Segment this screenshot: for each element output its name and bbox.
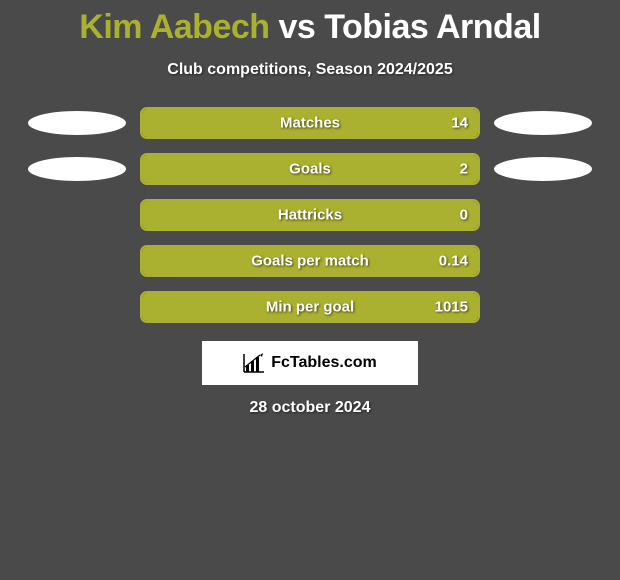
player1-ellipse bbox=[28, 111, 126, 135]
stat-label: Hattricks bbox=[278, 207, 342, 224]
stat-value: 0.14 bbox=[439, 253, 468, 270]
stat-bar: Goals per match 0.14 bbox=[140, 245, 480, 277]
stat-label: Min per goal bbox=[266, 299, 354, 316]
stat-label: Matches bbox=[280, 115, 340, 132]
stat-row: Min per goal 1015 bbox=[0, 291, 620, 323]
vs-label: vs bbox=[278, 8, 315, 46]
stat-value: 0 bbox=[460, 207, 468, 224]
subtitle: Club competitions, Season 2024/2025 bbox=[0, 61, 620, 79]
stat-label: Goals per match bbox=[251, 253, 369, 270]
player2-ellipse bbox=[494, 157, 592, 181]
player1-name: Kim Aabech bbox=[79, 8, 269, 46]
stat-row: Goals per match 0.14 bbox=[0, 245, 620, 277]
stat-value: 1015 bbox=[435, 299, 468, 316]
stat-value: 14 bbox=[451, 115, 468, 132]
stat-row: Matches 14 bbox=[0, 107, 620, 139]
stat-row: Hattricks 0 bbox=[0, 199, 620, 231]
brand-name: FcTables.com bbox=[271, 354, 377, 372]
bar-chart-icon bbox=[243, 353, 265, 373]
player1-ellipse bbox=[28, 157, 126, 181]
player2-name: Tobias Arndal bbox=[324, 8, 540, 46]
stat-label: Goals bbox=[289, 161, 331, 178]
stat-bar: Matches 14 bbox=[140, 107, 480, 139]
stat-bar: Min per goal 1015 bbox=[140, 291, 480, 323]
stat-bar: Hattricks 0 bbox=[140, 199, 480, 231]
brand-footer: FcTables.com bbox=[202, 341, 418, 385]
stats-container: Matches 14 Goals 2 Hattricks 0 Goals per match… bbox=[0, 107, 620, 323]
comparison-title: Kim Aabech vs Tobias Arndal bbox=[0, 8, 620, 47]
stat-value: 2 bbox=[460, 161, 468, 178]
stat-bar: Goals 2 bbox=[140, 153, 480, 185]
date-label: 28 october 2024 bbox=[0, 399, 620, 417]
stat-row: Goals 2 bbox=[0, 153, 620, 185]
player2-ellipse bbox=[494, 111, 592, 135]
